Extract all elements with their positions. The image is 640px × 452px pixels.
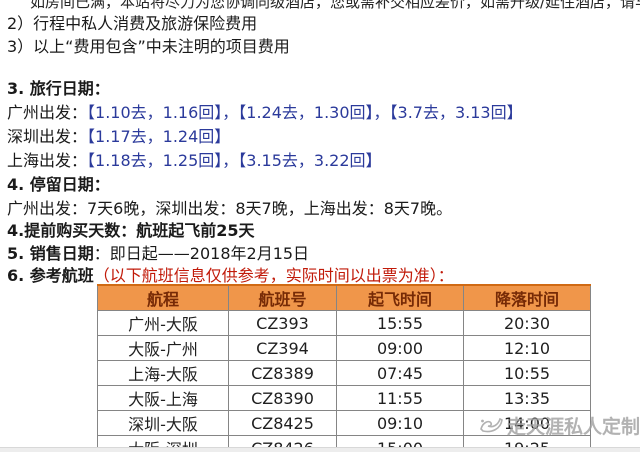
table-header-route: 航程: [97, 284, 229, 311]
table-header-row: 航程 航班号 起飞时间 降落时间: [97, 284, 591, 311]
intro-line-3: 3）以上“费用包含”中未注明的项目费用: [7, 37, 290, 56]
route-cell: 广州-大阪: [97, 310, 229, 336]
arrival-time-cell: 10:55: [463, 360, 591, 386]
arrival-time-cell: 20:30: [463, 310, 591, 336]
route-cell: 深圳-大阪: [97, 410, 229, 436]
route-cell: 大阪-上海: [97, 385, 229, 411]
flight-no-cell: CZ394: [228, 335, 337, 361]
arrival-time-cell: 13:35: [463, 385, 591, 411]
departure-time-cell: 15:55: [336, 310, 464, 336]
route-cell: 大阪-广州: [97, 335, 229, 361]
intro-line-2: 2）行程中私人消费及旅游保险费用: [7, 14, 258, 33]
departure-city-label: 上海出发：: [7, 151, 88, 170]
arrival-time-cell: 12:10: [463, 335, 591, 361]
travel-date-line-shanghai: 上海出发：【1.18去，1.25回】，【3.15去，3.22回】: [7, 151, 382, 170]
table-header-arrival-time: 降落时间: [463, 284, 591, 311]
table-header-departure-time: 起飞时间: [336, 284, 464, 311]
sale-date-value: ：即日起——2018年2月15日: [93, 244, 310, 263]
section-advance-purchase: 4.提前购买天数：航班起飞前25天: [7, 221, 255, 240]
travel-date-values: 【1.17去，1.24回】: [87, 127, 231, 146]
flight-no-cell: CZ8389: [228, 360, 337, 386]
sale-date-title: 5. 销售日期: [7, 244, 94, 263]
section-title-stay-dates: 4. 停留日期：: [7, 175, 110, 194]
arrival-time-cell: 14:00: [463, 410, 591, 436]
reference-flights-title: 6. 参考航班: [7, 266, 94, 285]
table-row: 广州-大阪 CZ393 15:55 20:30: [97, 310, 591, 336]
table-row: 大阪-上海 CZ8390 11:55 13:35: [97, 385, 591, 411]
table-row: 上海-大阪 CZ8389 07:45 10:55: [97, 360, 591, 386]
table-row: 深圳-大阪 CZ8425 09:10 14:00: [97, 410, 591, 436]
stay-dates-body: 广州出发：7天6晚，深圳出发：8天7晚，上海出发：8天7晚。: [7, 199, 453, 218]
flight-no-cell: CZ8390: [228, 385, 337, 411]
section-reference-flights: 6. 参考航班（以下航班信息仅供参考，实际时间以出票为准）：: [7, 266, 454, 285]
travel-date-line-guangzhou: 广州出发：【1.10去，1.16回】，【1.24去，1.30回】，【3.7去，3…: [7, 103, 523, 122]
flight-no-cell: CZ393: [228, 310, 337, 336]
departure-time-cell: 11:55: [336, 385, 464, 411]
travel-date-values: 【1.18去，1.25回】，【3.15去，3.22回】: [87, 151, 382, 170]
departure-city-label: 广州出发：: [7, 103, 88, 122]
departure-time-cell: 07:45: [336, 360, 464, 386]
departure-time-cell: 09:00: [336, 335, 464, 361]
section-sale-date: 5. 销售日期：即日起——2018年2月15日: [7, 244, 309, 263]
route-cell: 上海-大阪: [97, 360, 229, 386]
travel-date-line-shenzhen: 深圳出发：【1.17去，1.24回】: [7, 127, 230, 146]
reference-flights-note: （以下航班信息仅供参考，实际时间以出票为准）：: [93, 266, 454, 285]
table-header-flight-no: 航班号: [228, 284, 337, 311]
section-title-travel-dates: 3. 旅行日期：: [7, 79, 110, 98]
page-bottom-edge: [0, 447, 640, 452]
flight-no-cell: CZ8425: [228, 410, 337, 436]
table-row: 大阪-广州 CZ394 09:00 12:10: [97, 335, 591, 361]
flight-table: 航程 航班号 起飞时间 降落时间 广州-大阪 CZ393 15:55 20:30…: [97, 284, 591, 452]
travel-date-values: 【1.10去，1.16回】，【1.24去，1.30回】，【3.7去，3.13回】: [87, 103, 523, 122]
intro-line-cutoff: 如房间已满，本站将尽力为您协调同级酒店，您或需补交相应差价，如需升级/延住酒店，…: [30, 0, 640, 11]
departure-time-cell: 09:10: [336, 410, 464, 436]
departure-city-label: 深圳出发：: [7, 127, 88, 146]
